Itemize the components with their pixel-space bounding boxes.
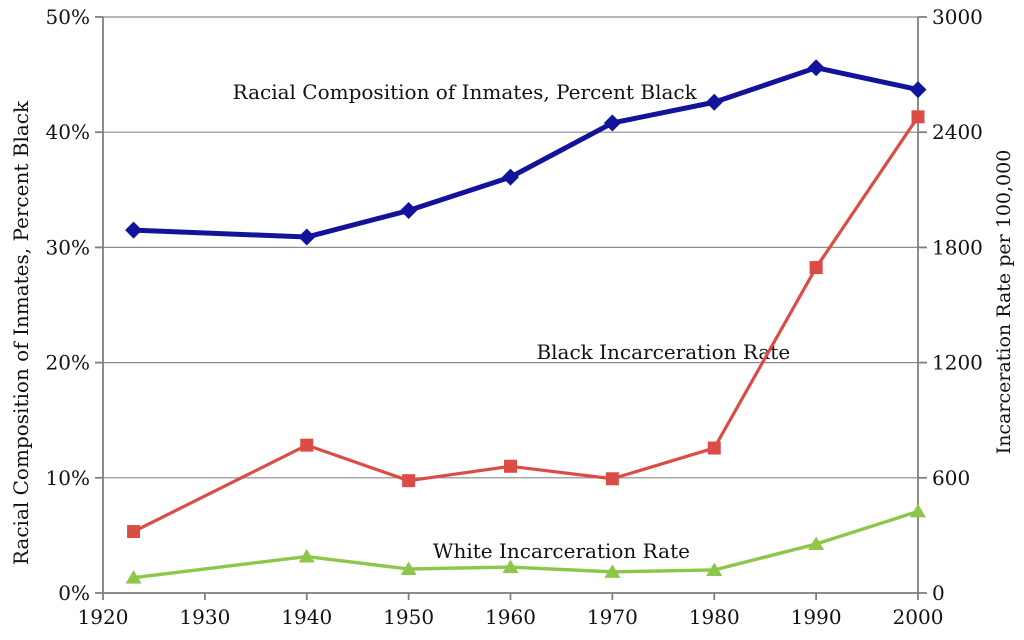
right-axis-tick-label: 1800 (932, 235, 983, 259)
data-point-square (402, 474, 416, 488)
data-point-diamond (807, 59, 825, 77)
data-point-square (504, 459, 517, 473)
x-axis-tick-label: 1970 (587, 605, 638, 629)
x-axis-tick-label: 1960 (485, 605, 536, 629)
data-point-triangle (400, 561, 417, 575)
right-axis-tick-label: 2400 (932, 120, 983, 144)
series-line (131, 509, 920, 580)
series-inline-label: Black Incarceration Rate (536, 340, 790, 364)
x-axis-tick-label: 1980 (689, 605, 740, 629)
left-axis-tick-label: 0% (58, 581, 90, 605)
x-axis-tick-label: 1940 (281, 605, 332, 629)
data-point-diamond (400, 202, 418, 220)
data-point-diamond (125, 221, 143, 239)
data-point-diamond (603, 114, 621, 132)
data-point-triangle (502, 559, 519, 574)
x-axis-tick-label: 2000 (893, 605, 944, 629)
left-axis-tick-label: 10% (46, 466, 90, 490)
left-axis-title: Racial Composition of Inmates, Percent B… (9, 100, 33, 566)
data-point-triangle (604, 564, 621, 578)
left-axis-tick-label: 20% (46, 351, 90, 375)
data-point-diamond (502, 168, 519, 186)
series-line (131, 65, 921, 240)
left-axis-tick-label: 40% (46, 120, 90, 144)
data-point-square (300, 438, 314, 452)
series-inline-label: Racial Composition of Inmates, Percent B… (233, 80, 698, 104)
right-axis-tick-label: 3000 (932, 5, 983, 29)
data-point-triangle (706, 562, 723, 576)
left-axis-tick-label: 50% (46, 5, 90, 29)
data-point-diamond (298, 228, 316, 246)
data-point-diamond (705, 93, 723, 111)
right-axis-tick-label: 1200 (932, 351, 983, 375)
data-point-square (809, 261, 823, 275)
x-axis-tick-label: 1990 (791, 605, 842, 629)
data-point-triangle (808, 536, 825, 551)
data-point-triangle (125, 570, 142, 584)
data-point-square (127, 525, 141, 539)
right-axis-title: Incarceration Rate per 100,000 (993, 149, 1015, 455)
data-point-triangle (298, 549, 315, 563)
series-inline-label: White Incarceration Rate (433, 539, 690, 563)
data-point-square (911, 110, 925, 124)
series-line (131, 115, 920, 534)
x-axis-tick-label: 1930 (179, 605, 230, 629)
data-point-triangle (910, 503, 926, 518)
data-point-square (605, 472, 619, 486)
data-point-diamond (909, 81, 927, 99)
data-point-square (707, 441, 721, 455)
x-axis-tick-label: 1950 (383, 605, 434, 629)
right-axis-tick-label: 600 (932, 466, 970, 490)
x-axis-tick-label: 1920 (78, 605, 129, 629)
left-axis-tick-label: 30% (46, 235, 90, 259)
right-axis-tick-label: 0 (932, 581, 945, 605)
